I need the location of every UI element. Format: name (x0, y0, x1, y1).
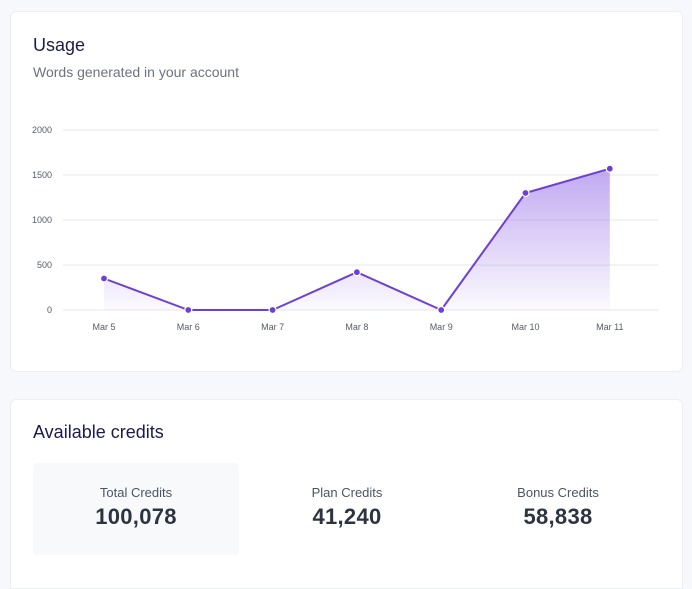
y-tick-label-0: 0 (47, 305, 52, 315)
usage-title: Usage (33, 35, 86, 55)
plan-credits-label: Plan Credits (311, 485, 383, 500)
total-credits-label: Total Credits (99, 485, 173, 500)
credits-title: Available credits (33, 422, 164, 442)
data-point-4 (352, 268, 361, 277)
x-tick-label-7: Mar 11 (596, 322, 623, 332)
series-area (104, 168, 610, 310)
bonus-credits-value: 58,838 (523, 504, 593, 529)
plan-credits-value: 41,240 (312, 504, 382, 529)
x-tick-label-2: Mar 6 (177, 322, 200, 332)
usage-chart: 0 500 1000 1500 2000 Mar 5 Mar 6 Mar 7 Mar 8 Mar … (32, 125, 658, 332)
y-tick-label-2000: 2000 (32, 125, 52, 135)
y-tick-label-1500: 1500 (32, 170, 52, 180)
y-tick-label-500: 500 (37, 260, 52, 270)
bonus-credits-label: Bonus Credits (517, 485, 599, 500)
y-tick-label-1000: 1000 (32, 215, 52, 225)
usage-subtitle: Words generated in your account (33, 64, 239, 80)
x-tick-label-3: Mar 7 (261, 322, 284, 332)
data-point-2 (184, 305, 193, 315)
total-credits-value: 100,078 (95, 504, 177, 529)
x-tick-label-1: Mar 5 (92, 322, 115, 332)
data-point-1 (99, 274, 109, 283)
total-credits-stat: Total Credits 100,078 (33, 463, 239, 555)
data-point-5 (437, 305, 446, 315)
bonus-credits-stat: Bonus Credits 58,838 (455, 463, 661, 555)
data-point-7 (605, 164, 614, 173)
usage-card: Usage Words generated in your account 0 5… (10, 11, 683, 372)
data-point-6 (521, 188, 530, 198)
credits-card: Available credits Total Credits 100,078 … (10, 399, 683, 589)
x-tick-label-4: Mar 8 (345, 322, 368, 332)
data-point-3 (268, 305, 277, 315)
plan-credits-stat: Plan Credits 41,240 (244, 463, 450, 555)
x-tick-label-5: Mar 9 (430, 322, 453, 332)
x-tick-label-6: Mar 10 (511, 322, 539, 332)
